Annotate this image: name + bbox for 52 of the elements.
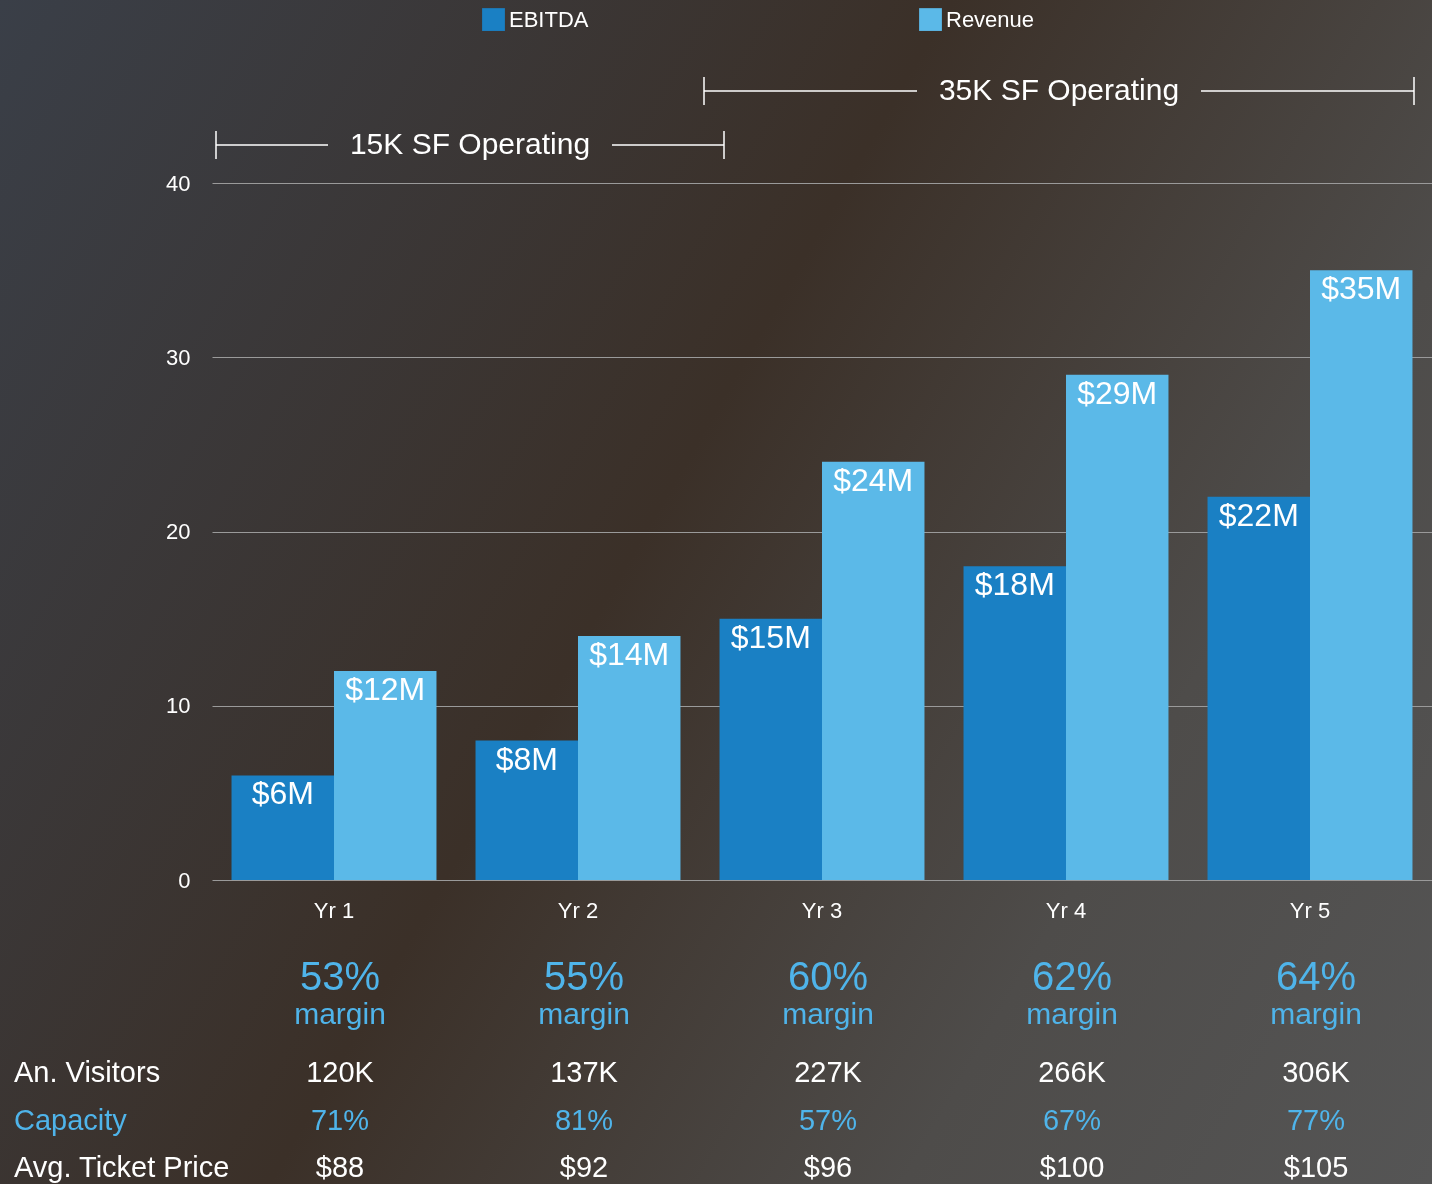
text: margin [538,997,630,1030]
text: 67% [1042,1104,1102,1136]
x-tick-label: Yr 2 [557,897,599,923]
data-label: $15M [730,618,811,655]
data-label: $14M [589,636,670,673]
text: 35K SF Operating [938,73,1180,106]
data-label: $6M [251,775,314,812]
data-label: $22M [1218,496,1299,533]
text: 77% [1286,1104,1346,1136]
text: 60% [787,954,869,998]
text: margin [782,997,874,1030]
data-label: $18M [974,566,1055,603]
y-tick-label: 40 [166,170,191,196]
legend-label: Revenue [946,6,1035,32]
text: $100 [1039,1151,1105,1183]
text: $96 [803,1151,853,1183]
text: margin [294,997,386,1030]
y-tick-label: 30 [166,344,191,370]
text: 53% [299,954,381,998]
text: An. Visitors [14,1056,161,1088]
text: $88 [315,1151,365,1183]
data-label: $29M [1077,374,1158,411]
text: 62% [1031,954,1113,998]
x-tick-label: Yr 3 [801,897,843,923]
data-label: $12M [345,670,426,707]
text: margin [1270,997,1362,1030]
text: 64% [1275,954,1357,998]
text: 81% [554,1104,614,1136]
legend-label: EBITDA [509,6,589,32]
x-tick-label: Yr 1 [313,897,355,923]
x-tick-label: Yr 5 [1289,897,1331,923]
text: 266K [1038,1056,1107,1088]
text: 306K [1282,1056,1351,1088]
text: 120K [306,1056,375,1088]
data-label: $8M [495,740,558,777]
data-label: $24M [833,461,914,498]
x-tick-label: Yr 4 [1045,897,1087,923]
y-tick-label: 0 [178,867,191,893]
text: 227K [794,1056,863,1088]
text: $92 [559,1151,609,1183]
text: $105 [1283,1151,1349,1183]
text: 55% [543,954,625,998]
data-label: $35M [1321,270,1402,307]
y-tick-label: 10 [166,693,191,719]
text: Capacity [14,1104,128,1136]
text: margin [1026,997,1118,1030]
text: 71% [310,1104,370,1136]
text: Avg. Ticket Price [14,1151,230,1183]
y-tick-label: 20 [166,519,191,544]
text: 15K SF Operating [349,127,591,160]
text: 57% [798,1104,858,1136]
text: 137K [550,1056,619,1088]
